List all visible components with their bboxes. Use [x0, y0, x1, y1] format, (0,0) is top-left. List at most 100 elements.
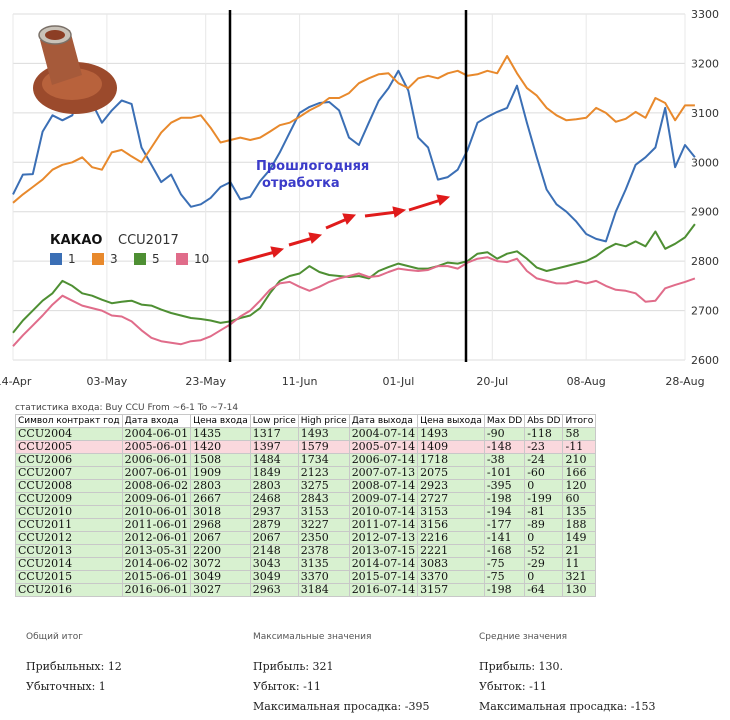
- table-cell: -29: [524, 557, 564, 571]
- table-cell: 2468: [249, 492, 299, 506]
- table-cell: 2004-06-01: [121, 427, 192, 441]
- y-tick-label: 2900: [691, 206, 719, 219]
- table-cell: 2012-06-01: [121, 531, 192, 545]
- table-cell: 2075: [417, 466, 485, 480]
- table-cell: CCU2007: [15, 466, 123, 480]
- annotation-text: Прошлогодняя отработка: [256, 159, 374, 191]
- table-cell: 3227: [297, 518, 350, 532]
- table-cell: 3083: [417, 557, 485, 571]
- table-cell: CCU2004: [15, 427, 123, 441]
- summary-avg-line: Прибыль: 130.: [479, 660, 564, 673]
- legend: 1 3 5 10: [50, 252, 209, 266]
- table-cell: 2803: [249, 479, 299, 493]
- table-cell: -199: [524, 492, 564, 506]
- summary-avg-heading: Средние значения: [479, 632, 568, 642]
- y-tick-label: 3100: [691, 107, 719, 120]
- table-cell: CCU2010: [15, 505, 123, 519]
- table-cell: 0: [524, 531, 564, 545]
- table-cell: 149: [562, 531, 597, 545]
- table-cell: 321: [562, 570, 597, 584]
- table-cell: 2013-07-15: [348, 544, 419, 558]
- table-cell: 2004-07-14: [348, 427, 419, 441]
- table-cell: 1718: [417, 453, 485, 467]
- summary-max-line: Прибыль: 321: [253, 660, 334, 673]
- legend-label: 5: [152, 252, 160, 266]
- table-cell: 60: [562, 492, 597, 506]
- table-cell: 2937: [249, 505, 299, 519]
- table-row: CCU2009 2009-06-01 2667 2468 2843 2009-07-14 2…: [15, 492, 597, 506]
- table-cell: 2968: [190, 518, 251, 532]
- table-cell: 2009-07-14: [348, 492, 419, 506]
- table-cell: -11: [562, 440, 597, 454]
- table-cell: 2221: [417, 544, 485, 558]
- series-5-line: [12, 223, 696, 334]
- table-cell: -90: [483, 427, 526, 441]
- table-cell: 2009-06-01: [121, 492, 192, 506]
- table-cell: -101: [483, 466, 526, 480]
- column-header: Дата выхода: [348, 414, 419, 428]
- table-cell: 2067: [190, 531, 251, 545]
- table-cell: 210: [562, 453, 597, 467]
- y-axis: 2600 2700 2800 2900 3000 3100 3200 3300: [691, 8, 719, 367]
- table-cell: CCU2013: [15, 544, 123, 558]
- cocoa-powder-image: [33, 25, 117, 114]
- table-cell: 120: [562, 479, 597, 493]
- legend-label: 10: [194, 252, 209, 266]
- table-cell: 1493: [297, 427, 350, 441]
- table-cell: CCU2012: [15, 531, 123, 545]
- table-row: CCU2006 2006-06-01 1508 1484 1734 2006-07-14 1…: [15, 453, 597, 467]
- table-cell: 0: [524, 570, 564, 584]
- table-cell: 3018: [190, 505, 251, 519]
- table-cell: -118: [524, 427, 564, 441]
- summary-total-line: Прибыльных: 12: [26, 660, 122, 673]
- table-row: CCU2007 2007-06-01 1909 1849 2123 2007-07-13 2…: [15, 466, 597, 480]
- table-cell: 2963: [249, 583, 299, 597]
- table-cell: 2350: [297, 531, 350, 545]
- table-cell: 3072: [190, 557, 251, 571]
- table-cell: -75: [483, 570, 526, 584]
- series-1-line: [12, 69, 696, 243]
- column-header: Low price: [249, 414, 299, 428]
- table-cell: -168: [483, 544, 526, 558]
- stats-header-row: Символ контракт год Дата входа Цена входа L…: [15, 414, 597, 428]
- table-cell: -38: [483, 453, 526, 467]
- table-cell: 3156: [417, 518, 485, 532]
- x-tick-label: 20-Jul: [476, 375, 508, 388]
- table-cell: -141: [483, 531, 526, 545]
- table-cell: 2011-07-14: [348, 518, 419, 532]
- x-tick-label: 01-Jul: [382, 375, 414, 388]
- table-cell: 2803: [190, 479, 251, 493]
- table-cell: 1734: [297, 453, 350, 467]
- vertical-markers: [228, 10, 468, 362]
- table-cell: 2014-07-14: [348, 557, 419, 571]
- table-cell: 2007-07-13: [348, 466, 419, 480]
- table-cell: CCU2008: [15, 479, 123, 493]
- table-cell: 3370: [297, 570, 350, 584]
- summary-total-line: Убыточных: 1: [26, 680, 106, 693]
- table-cell: 2067: [249, 531, 299, 545]
- table-cell: -177: [483, 518, 526, 532]
- summary-max-line: Максимальная просадка: -395: [253, 700, 430, 713]
- x-tick-label: 08-Aug: [567, 375, 606, 388]
- x-tick-label: 11-Jun: [282, 375, 318, 388]
- table-row: CCU2004 2004-06-01 1435 1317 1493 2004-07-14 1…: [15, 427, 597, 441]
- trend-arrows: [237, 194, 451, 264]
- table-cell: 3157: [417, 583, 485, 597]
- series-layer: [12, 55, 696, 347]
- table-cell: -198: [483, 583, 526, 597]
- summary-max-line: Убыток: -11: [253, 680, 321, 693]
- table-cell: 2011-06-01: [121, 518, 192, 532]
- table-cell: CCU2006: [15, 453, 123, 467]
- table-cell: -395: [483, 479, 526, 493]
- table-cell: 3184: [297, 583, 350, 597]
- table-cell: 2216: [417, 531, 485, 545]
- table-cell: 2016-06-01: [121, 583, 192, 597]
- table-cell: 130: [562, 583, 597, 597]
- summary-max-heading: Максимальные значения: [253, 632, 372, 642]
- summary-total-heading: Общий итог: [26, 632, 83, 642]
- chart-subtitle: CCU2017: [118, 233, 179, 248]
- table-row: CCU2008 2008-06-02 2803 2803 3275 2008-07-14 2…: [15, 479, 597, 493]
- y-tick-label: 3300: [691, 8, 719, 21]
- column-header: Цена выхода: [417, 414, 485, 428]
- table-cell: 2378: [297, 544, 350, 558]
